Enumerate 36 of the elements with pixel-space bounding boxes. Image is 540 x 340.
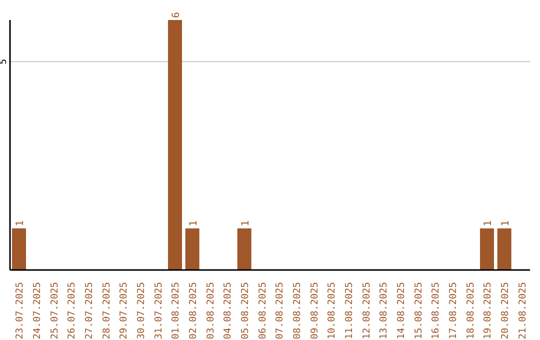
x-tick-label: 09.08.2025	[309, 282, 320, 340]
x-tick-label: 27.07.2025	[84, 282, 95, 340]
x-tick-label: 31.07.2025	[153, 282, 164, 340]
x-tick-label: 03.08.2025	[205, 282, 216, 340]
x-tick-label: 26.07.2025	[66, 282, 78, 340]
x-tick-label: 08.08.2025	[292, 282, 303, 340]
x-tick-label: 05.08.2025	[240, 282, 251, 340]
x-tick-label: 18.08.2025	[465, 282, 476, 340]
x-tick-label: 14.08.2025	[396, 282, 407, 340]
x-tick-label: 12.08.2025	[361, 282, 372, 340]
x-tick-label: 02.08.2025	[188, 282, 199, 340]
x-tick-label: 30.07.2025	[136, 282, 147, 340]
x-tick-label: 19.08.2025	[482, 282, 494, 340]
data-label: 1	[500, 220, 512, 226]
x-tick-label: 15.08.2025	[413, 282, 424, 340]
x-tick-label: 16.08.2025	[430, 282, 442, 340]
x-tick-label: 17.08.2025	[448, 282, 459, 340]
x-tick-label: 04.08.2025	[222, 282, 234, 340]
x-tick-label: 24.07.2025	[32, 282, 43, 340]
data-label: 1	[188, 220, 200, 226]
x-tick-label: 06.08.2025	[257, 282, 268, 340]
data-label: 1	[15, 220, 26, 226]
data-label: 1	[483, 220, 494, 226]
x-tick-label: 13.08.2025	[378, 282, 390, 340]
x-tick-label: 29.07.2025	[118, 282, 130, 340]
x-tick-label: 21.08.2025	[517, 282, 528, 340]
x-tick-label: 07.08.2025	[274, 282, 286, 340]
x-tick-label: 28.07.2025	[101, 282, 112, 340]
x-tick-label: 23.07.2025	[14, 282, 26, 340]
x-tick-label: 11.08.2025	[344, 282, 355, 340]
x-tick-label: 20.08.2025	[500, 282, 511, 340]
data-label: 6	[171, 12, 182, 18]
x-tick-label: 25.07.2025	[49, 282, 60, 340]
x-tick-label: 10.08.2025	[326, 282, 338, 340]
data-label: 1	[240, 220, 252, 226]
x-tick-label: 01.08.2025	[170, 282, 182, 340]
